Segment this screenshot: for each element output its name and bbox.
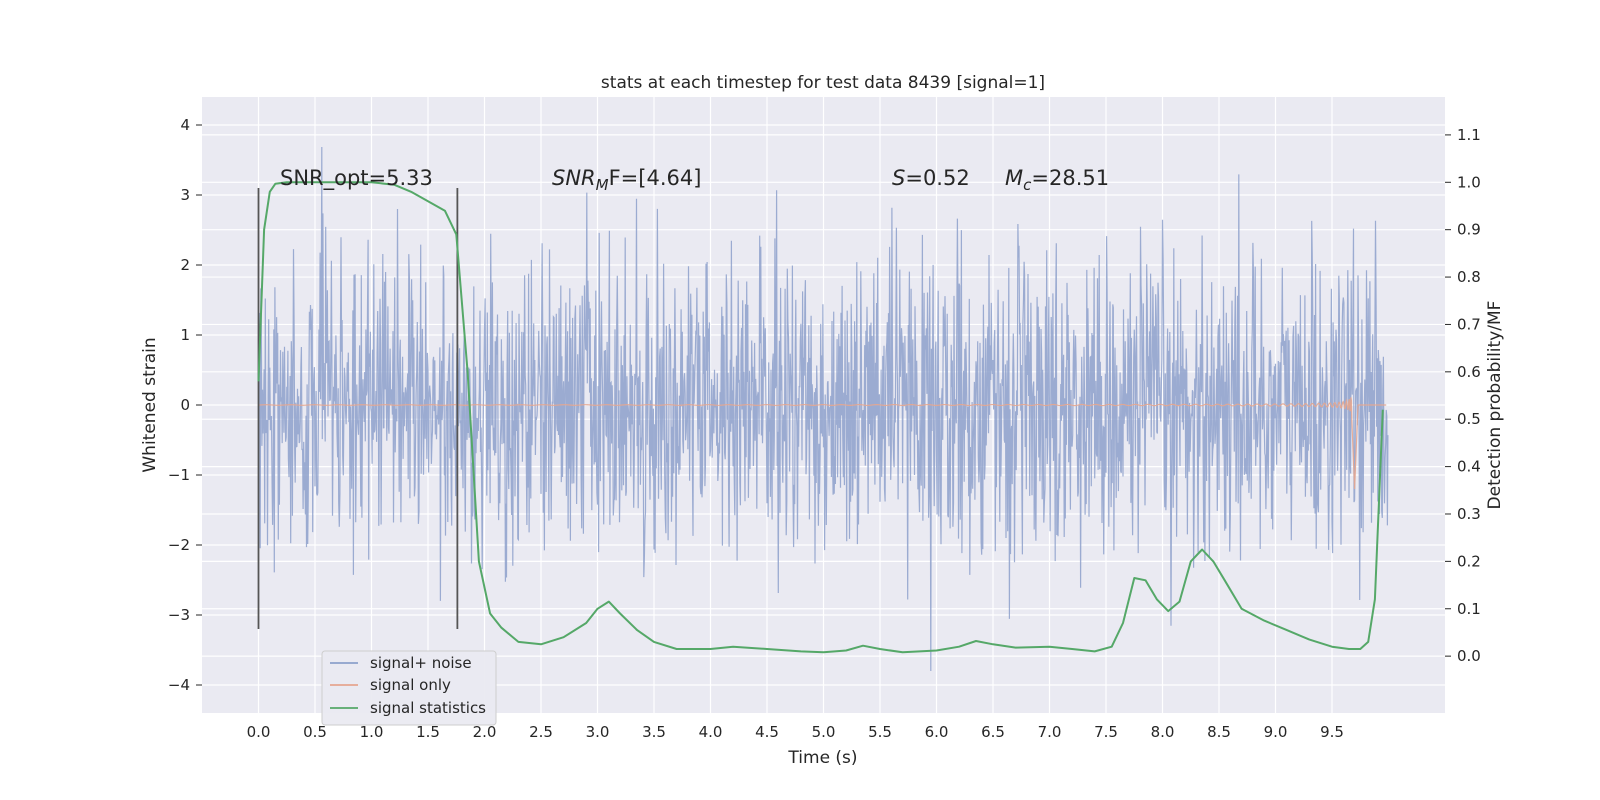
- x-tick-label: 2.0: [473, 723, 497, 741]
- x-tick-label: 7.0: [1038, 723, 1062, 741]
- x-tick-label: 9.0: [1264, 723, 1288, 741]
- signal-series-layer: [258, 397, 1387, 490]
- y2-tick-label: 0.8: [1457, 268, 1481, 286]
- x-tick-label: 4.5: [755, 723, 779, 741]
- statistics-series-layer: [257, 181, 1384, 654]
- annotation-mc-subscript: c: [1023, 176, 1032, 194]
- x-tick-label: 1.5: [416, 723, 440, 741]
- vertical-markers-layer: [257, 188, 459, 629]
- annotation-mc: Mc=28.51: [1005, 166, 1109, 194]
- annotation-snr-mf: SNRMF=[4.64]: [552, 166, 701, 194]
- y2-tick-label: 1.1: [1457, 126, 1481, 144]
- legend: signal+ noise signal only signal statist…: [321, 650, 497, 726]
- signal-series-line: [258, 397, 1387, 490]
- annotation-snr-opt: SNR_opt=5.33: [280, 166, 433, 191]
- annotation-mc-value: =28.51: [1031, 166, 1109, 190]
- x-tick-label: 0.5: [303, 723, 327, 741]
- annotation-s: S=0.52: [892, 166, 970, 190]
- annotation-snr-mf-value: F=[4.64]: [609, 166, 702, 190]
- x-tick-label: 3.5: [642, 723, 666, 741]
- y2-tick-label: 0.7: [1457, 315, 1481, 333]
- x-tick-label: 5.5: [868, 723, 892, 741]
- y-tick-label: −2: [168, 536, 190, 554]
- x-tick-label: 8.5: [1207, 723, 1231, 741]
- chart-title: stats at each timestep for test data 843…: [601, 73, 1045, 93]
- y-tick-label: 0: [180, 396, 190, 414]
- x-tick-label: 6.5: [981, 723, 1005, 741]
- y2-tick-label: 0.2: [1457, 552, 1481, 570]
- y2-tick-label: 0.9: [1457, 221, 1481, 239]
- x-tick-label: 5.0: [812, 723, 836, 741]
- y-axis-title: Whitened strain: [140, 337, 160, 472]
- x-axis-title: Time (s): [787, 748, 857, 768]
- y-tick-label: 3: [180, 186, 190, 204]
- y2-tick-label: 0.3: [1457, 505, 1481, 523]
- y2-axis-title: Detection probability/MF: [1485, 301, 1505, 510]
- y-tick-label: −3: [168, 606, 190, 624]
- y2-tick-label: 1.0: [1457, 173, 1481, 191]
- y2-tick-label: 0.4: [1457, 458, 1481, 476]
- x-tick-label: 4.0: [699, 723, 723, 741]
- y2-tick-label: 0.6: [1457, 363, 1481, 381]
- y2-tick-label: 0.1: [1457, 600, 1481, 618]
- legend-label-noise: signal+ noise: [370, 654, 472, 672]
- x-tick-label: 1.0: [360, 723, 384, 741]
- x-tick-label: 7.5: [1094, 723, 1118, 741]
- x-tick-label: 8.0: [1151, 723, 1175, 741]
- y-tick-label: 4: [180, 116, 190, 134]
- noise-series-line: [257, 146, 1389, 672]
- annotation-mc-symbol: M: [1005, 166, 1023, 190]
- x-tick-label: 6.0: [925, 723, 949, 741]
- x-tick-label: 2.5: [529, 723, 553, 741]
- y-tick-label: 1: [180, 326, 190, 344]
- annotation-s-value: =0.52: [905, 166, 969, 190]
- statistics-series-line: [257, 181, 1384, 654]
- y-tick-label: 2: [180, 256, 190, 274]
- y-tick-label: −4: [168, 676, 190, 694]
- y2-tick-label: 0.5: [1457, 410, 1481, 428]
- annotation-snr-mf-subscript: M: [596, 176, 609, 194]
- x-tick-label: 0.0: [247, 723, 271, 741]
- legend-label-signal: signal only: [370, 676, 451, 694]
- legend-label-statistics: signal statistics: [370, 699, 486, 717]
- legend-box: [321, 650, 497, 726]
- x-tick-label: 9.5: [1320, 723, 1344, 741]
- noise-series-layer: [257, 146, 1389, 672]
- y-tick-label: −1: [168, 466, 190, 484]
- axis-layer: 0.0 0.5 1.0 1.5 2.0 2.5 3.0 3.5 4.0 4.5 5.0 5.5 6.0 6…: [168, 116, 1481, 741]
- annotation-snr-mf-symbol: SNR: [552, 166, 596, 190]
- annotation-s-symbol: S: [892, 166, 905, 190]
- y2-tick-label: 0.0: [1457, 647, 1481, 665]
- x-tick-label: 3.0: [586, 723, 610, 741]
